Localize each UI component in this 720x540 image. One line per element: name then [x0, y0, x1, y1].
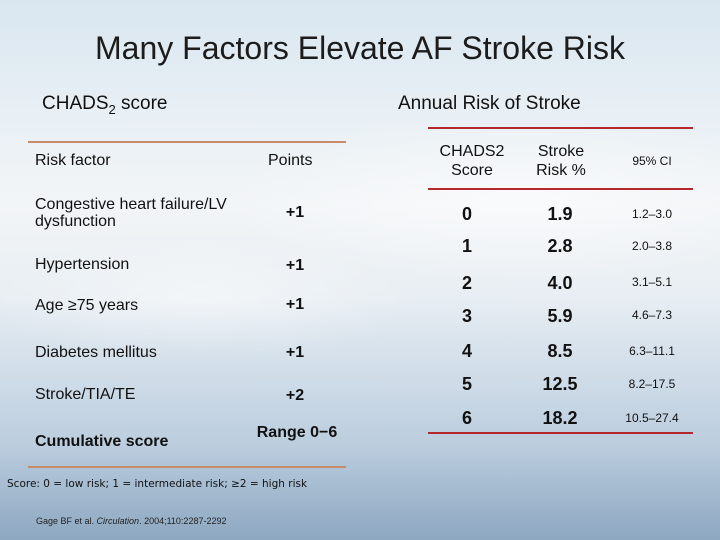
citation-authors: Gage BF et al. [36, 516, 97, 526]
risk-factor-row: Diabetes mellitus [35, 344, 157, 361]
risk-factor-row: Hypertension [35, 256, 130, 273]
chads2-heading-tail: score [115, 93, 168, 114]
citation-journal: Circulation [96, 516, 140, 526]
points-value: +1 [285, 204, 305, 221]
chads2-score-value: 0 [461, 204, 472, 224]
left-table-bottom-rule [28, 466, 346, 468]
chads2-score-value: 3 [461, 306, 472, 326]
right-table-top-rule [428, 127, 693, 129]
ci-value: 2.0–3.8 [631, 239, 673, 253]
chads2-heading: CHADS2 score [42, 93, 168, 117]
cumulative-score-label: Cumulative score [35, 433, 169, 450]
stroke-risk-value: 4.0 [547, 273, 573, 293]
risk-footnote: Score: 0 = low risk; 1 = intermediate ri… [7, 478, 308, 490]
points-value: +2 [285, 387, 305, 404]
ci-value: 4.6–7.3 [631, 308, 673, 322]
page-title: Many Factors Elevate AF Stroke Risk [95, 30, 625, 66]
chads2-score-value: 4 [461, 341, 472, 361]
risk-factor-row: Congestive heart failure/LV dysfunction [35, 196, 227, 230]
chads2-heading-text: CHADS [42, 93, 109, 114]
chads2-heading-subscript: 2 [108, 101, 116, 117]
stroke-risk-column-header: Stroke Risk % [536, 143, 586, 179]
left-table-top-rule [28, 141, 346, 143]
background-haze [0, 300, 720, 540]
chads2-score-column-header: CHADS2 Score [439, 143, 505, 179]
ci-column-header: 95% CI [632, 154, 672, 168]
chads2-score-value: 2 [461, 273, 472, 293]
annual-risk-heading: Annual Risk of Stroke [398, 93, 581, 114]
cumulative-score-range: Range 0−6 [256, 424, 338, 441]
ci-value: 1.2–3.0 [631, 207, 673, 221]
chads2-score-value: 6 [461, 408, 472, 428]
ci-value: 6.3–11.1 [629, 344, 675, 358]
chads2-score-value: 1 [461, 236, 472, 256]
right-table-bottom-rule [428, 432, 693, 434]
points-value: +1 [285, 296, 305, 313]
points-value: +1 [285, 344, 305, 361]
stroke-risk-value: 12.5 [542, 374, 578, 394]
stroke-risk-value: 5.9 [547, 306, 573, 326]
citation-details: . 2004;110:2287-2292 [139, 516, 227, 526]
stroke-risk-value: 2.8 [547, 236, 573, 256]
points-column-header: Points [268, 152, 313, 169]
ci-value: 10.5–27.4 [625, 411, 679, 425]
ci-value: 8.2–17.5 [628, 377, 676, 391]
stroke-risk-value: 1.9 [547, 204, 573, 224]
ci-value: 3.1–5.1 [631, 275, 673, 289]
risk-factor-row: Age ≥75 years [35, 297, 139, 314]
stroke-risk-value: 8.5 [547, 341, 573, 361]
citation: Gage BF et al. Circulation. 2004;110:228… [36, 516, 226, 526]
risk-factor-row: Stroke/TIA/TE [35, 386, 136, 403]
right-table-header-rule [428, 188, 693, 190]
chads2-score-value: 5 [461, 374, 472, 394]
risk-factor-column-header: Risk factor [35, 152, 111, 169]
points-value: +1 [285, 257, 305, 274]
stroke-risk-value: 18.2 [542, 408, 578, 428]
